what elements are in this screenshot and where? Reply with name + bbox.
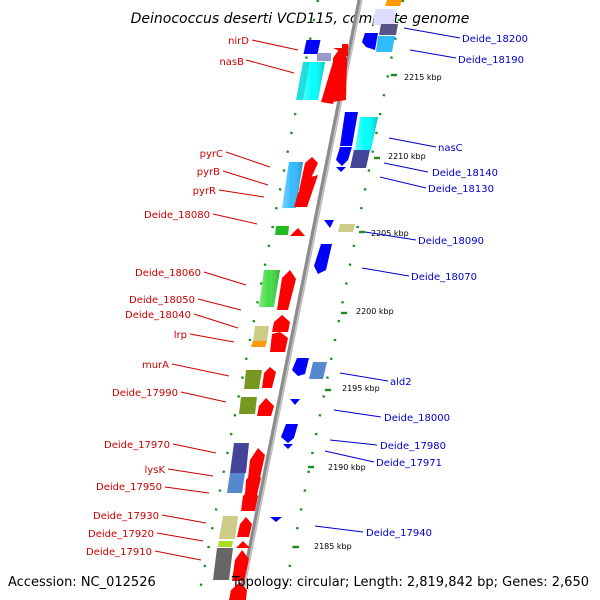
gene-block (379, 24, 398, 35)
tick-marks (293, 73, 397, 549)
gene-label: lysK (145, 465, 166, 476)
gene-arrow (248, 448, 265, 478)
gene-label: Deide_17971 (376, 458, 442, 469)
accession-text: Accession: NC_012526 (8, 575, 156, 590)
gene-label: pyrB (197, 167, 220, 178)
gene-arrow (294, 175, 318, 207)
gene-arrow (324, 220, 334, 228)
gene-arrow (292, 358, 309, 376)
gene-block (373, 9, 396, 25)
gene-label: nirD (228, 36, 249, 47)
gene-label: lrp (174, 330, 187, 341)
gene-block (350, 150, 370, 168)
forward-genes (213, 40, 348, 600)
gene-label: Deide_17920 (88, 529, 154, 540)
gene-arrow (290, 228, 305, 236)
gene-block (218, 541, 233, 547)
gene-label: Deide_18040 (125, 310, 191, 321)
gene-arrow (362, 33, 378, 50)
tick-label: 2195 kbp (342, 384, 380, 393)
tick-labels: 2215 kbp 2210 kbp 2205 kbp 2200 kbp 2195… (314, 73, 442, 551)
gene-label: murA (142, 360, 169, 371)
gene-arrow (272, 315, 290, 332)
gene-arrow (241, 488, 258, 511)
gene-block (244, 370, 262, 389)
left-leader-lines (154, 39, 299, 561)
gene-arrow (257, 398, 274, 416)
gene-label: Deide_18070 (411, 272, 477, 283)
gene-label: Deide_17940 (366, 528, 432, 539)
gene-block (251, 341, 267, 347)
gene-arrow (321, 62, 346, 104)
gene-arrow (336, 167, 346, 172)
gene-block (338, 224, 355, 232)
gene-label: Deide_18200 (462, 34, 528, 45)
gene-block (317, 53, 331, 61)
tick-label: 2185 kbp (314, 542, 352, 551)
tick-label: 2200 kbp (356, 307, 394, 316)
gene-label: Deide_18080 (144, 210, 210, 221)
right-leader-lines (314, 27, 461, 533)
gene-label: ald2 (390, 377, 412, 388)
gene-label: Deide_17990 (112, 388, 178, 399)
gene-arrow (281, 424, 298, 443)
tick-label: 2215 kbp (404, 73, 442, 82)
gene-label: Deide_17930 (93, 511, 159, 522)
topology-text: Topology: circular; Length: 2,819,842 bp… (231, 575, 589, 590)
gene-arrow (283, 444, 293, 449)
gene-arrow (262, 367, 276, 388)
gene-label: Deide_17970 (104, 440, 170, 451)
gene-arrow (229, 582, 247, 600)
tick-label: 2205 kbp (371, 229, 409, 238)
gene-label: Deide_18050 (129, 295, 195, 306)
gene-arrow (270, 332, 288, 352)
gene-arrow (290, 399, 300, 405)
gene-label: Deide_18060 (135, 268, 201, 279)
gene-label: Deide_18190 (458, 55, 524, 66)
gene-label: Deide_18130 (428, 184, 494, 195)
gene-label: pyrR (193, 186, 216, 197)
gene-block (385, 0, 402, 6)
gene-block (227, 473, 245, 493)
gene-label: Deide_17980 (380, 441, 446, 452)
gene-block (309, 362, 327, 379)
tick-label: 2210 kbp (388, 152, 426, 161)
gene-block (239, 397, 257, 414)
gene-arrow (236, 541, 250, 548)
gene-arrow (314, 244, 332, 274)
gene-arrow (336, 147, 352, 166)
gene-label: Deide_18000 (384, 413, 450, 424)
gene-label: pyrC (200, 149, 223, 160)
gene-label: nasB (219, 57, 244, 68)
gene-block (253, 326, 269, 341)
gene-label: Deide_18140 (432, 168, 498, 179)
gene-block (230, 443, 249, 473)
gene-label: nasC (438, 143, 463, 154)
gene-arrow (245, 470, 261, 495)
left-labels: nirD nasB pyrC pyrB pyrR Deide_18080 Dei… (86, 36, 249, 558)
gene-arrow (270, 517, 282, 522)
gene-block (303, 40, 321, 54)
gene-label: Deide_17910 (86, 547, 152, 558)
gene-arrow (232, 550, 249, 581)
gene-arrow (299, 157, 318, 191)
gene-arrow (277, 270, 296, 310)
gene-block (219, 516, 238, 539)
gene-label: Deide_18090 (418, 236, 484, 247)
gene-label: Deide_17950 (96, 482, 162, 493)
gene-block (340, 112, 358, 146)
tick-label: 2190 kbp (328, 463, 366, 472)
map-title: Deinococcus deserti VCD115, complete gen… (131, 11, 470, 27)
right-labels: Deide_18200 Deide_18190 nasC Deide_18140… (366, 34, 528, 539)
reverse-genes (270, 0, 402, 522)
gene-block (213, 548, 233, 580)
gene-arrow (237, 517, 252, 537)
gene-block (296, 62, 310, 100)
gene-block (376, 36, 395, 52)
gene-block (275, 226, 289, 235)
